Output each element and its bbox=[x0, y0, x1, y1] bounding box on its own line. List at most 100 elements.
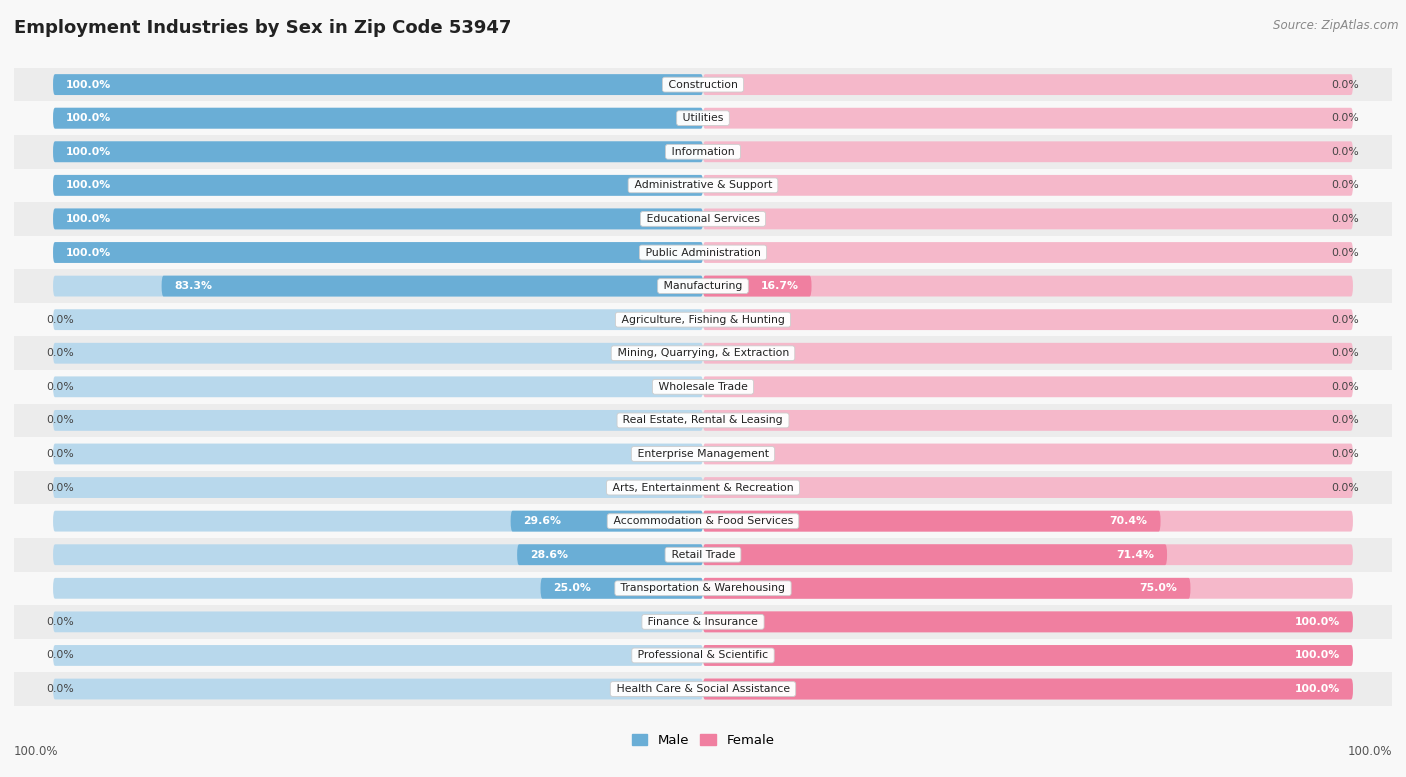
FancyBboxPatch shape bbox=[703, 242, 1353, 263]
Text: 0.0%: 0.0% bbox=[46, 416, 75, 425]
FancyBboxPatch shape bbox=[703, 545, 1353, 565]
FancyBboxPatch shape bbox=[53, 578, 703, 599]
FancyBboxPatch shape bbox=[53, 242, 703, 263]
Text: 0.0%: 0.0% bbox=[46, 348, 75, 358]
Bar bbox=[14, 202, 1392, 235]
Text: 100.0%: 100.0% bbox=[66, 214, 111, 224]
FancyBboxPatch shape bbox=[53, 309, 703, 330]
Bar bbox=[14, 303, 1392, 336]
Text: Employment Industries by Sex in Zip Code 53947: Employment Industries by Sex in Zip Code… bbox=[14, 19, 512, 37]
Bar bbox=[14, 102, 1392, 135]
FancyBboxPatch shape bbox=[53, 141, 703, 162]
Text: Finance & Insurance: Finance & Insurance bbox=[644, 617, 762, 627]
Text: 75.0%: 75.0% bbox=[1140, 584, 1177, 594]
FancyBboxPatch shape bbox=[517, 545, 703, 565]
FancyBboxPatch shape bbox=[703, 343, 1353, 364]
Text: Public Administration: Public Administration bbox=[641, 248, 765, 257]
Text: 0.0%: 0.0% bbox=[1331, 449, 1360, 459]
Text: 0.0%: 0.0% bbox=[1331, 113, 1360, 124]
FancyBboxPatch shape bbox=[703, 444, 1353, 465]
Bar bbox=[14, 169, 1392, 202]
FancyBboxPatch shape bbox=[53, 477, 703, 498]
Text: 70.4%: 70.4% bbox=[1109, 516, 1147, 526]
FancyBboxPatch shape bbox=[703, 611, 1353, 632]
FancyBboxPatch shape bbox=[510, 510, 703, 531]
Text: Administrative & Support: Administrative & Support bbox=[630, 180, 776, 190]
Text: 0.0%: 0.0% bbox=[46, 449, 75, 459]
Text: 100.0%: 100.0% bbox=[1347, 744, 1392, 758]
Bar bbox=[14, 336, 1392, 370]
FancyBboxPatch shape bbox=[53, 276, 703, 297]
FancyBboxPatch shape bbox=[53, 410, 703, 430]
FancyBboxPatch shape bbox=[703, 376, 1353, 397]
FancyBboxPatch shape bbox=[53, 208, 703, 229]
FancyBboxPatch shape bbox=[703, 477, 1353, 498]
FancyBboxPatch shape bbox=[53, 611, 703, 632]
Text: 0.0%: 0.0% bbox=[46, 315, 75, 325]
Text: 100.0%: 100.0% bbox=[66, 180, 111, 190]
Text: 0.0%: 0.0% bbox=[1331, 147, 1360, 157]
Text: 100.0%: 100.0% bbox=[66, 147, 111, 157]
Bar bbox=[14, 672, 1392, 706]
Legend: Male, Female: Male, Female bbox=[626, 729, 780, 753]
Text: Health Care & Social Assistance: Health Care & Social Assistance bbox=[613, 684, 793, 694]
FancyBboxPatch shape bbox=[162, 276, 703, 297]
Bar bbox=[14, 270, 1392, 303]
FancyBboxPatch shape bbox=[703, 611, 1353, 632]
Bar bbox=[14, 639, 1392, 672]
FancyBboxPatch shape bbox=[53, 175, 703, 196]
Text: 100.0%: 100.0% bbox=[66, 248, 111, 257]
Text: 0.0%: 0.0% bbox=[1331, 214, 1360, 224]
FancyBboxPatch shape bbox=[703, 108, 1353, 129]
Text: Enterprise Management: Enterprise Management bbox=[634, 449, 772, 459]
FancyBboxPatch shape bbox=[703, 141, 1353, 162]
FancyBboxPatch shape bbox=[703, 276, 811, 297]
Text: Mining, Quarrying, & Extraction: Mining, Quarrying, & Extraction bbox=[613, 348, 793, 358]
Bar bbox=[14, 437, 1392, 471]
Text: 0.0%: 0.0% bbox=[1331, 416, 1360, 425]
Bar bbox=[14, 370, 1392, 403]
Text: Construction: Construction bbox=[665, 79, 741, 89]
FancyBboxPatch shape bbox=[703, 578, 1191, 599]
Text: 25.0%: 25.0% bbox=[554, 584, 592, 594]
Text: Educational Services: Educational Services bbox=[643, 214, 763, 224]
Bar bbox=[14, 135, 1392, 169]
Text: 16.7%: 16.7% bbox=[761, 281, 799, 291]
Text: 100.0%: 100.0% bbox=[1295, 684, 1340, 694]
Text: 0.0%: 0.0% bbox=[46, 650, 75, 660]
FancyBboxPatch shape bbox=[703, 309, 1353, 330]
FancyBboxPatch shape bbox=[53, 141, 703, 162]
Text: 0.0%: 0.0% bbox=[1331, 180, 1360, 190]
FancyBboxPatch shape bbox=[703, 645, 1353, 666]
FancyBboxPatch shape bbox=[53, 74, 703, 95]
Text: 0.0%: 0.0% bbox=[1331, 483, 1360, 493]
Text: 100.0%: 100.0% bbox=[14, 744, 59, 758]
FancyBboxPatch shape bbox=[703, 578, 1353, 599]
FancyBboxPatch shape bbox=[703, 678, 1353, 699]
Text: Arts, Entertainment & Recreation: Arts, Entertainment & Recreation bbox=[609, 483, 797, 493]
Text: Manufacturing: Manufacturing bbox=[659, 281, 747, 291]
Text: 28.6%: 28.6% bbox=[530, 549, 568, 559]
FancyBboxPatch shape bbox=[53, 545, 703, 565]
Bar bbox=[14, 504, 1392, 538]
FancyBboxPatch shape bbox=[703, 645, 1353, 666]
Text: 0.0%: 0.0% bbox=[46, 684, 75, 694]
FancyBboxPatch shape bbox=[53, 108, 703, 129]
Bar bbox=[14, 68, 1392, 102]
Text: Utilities: Utilities bbox=[679, 113, 727, 124]
Text: 0.0%: 0.0% bbox=[46, 382, 75, 392]
Text: 0.0%: 0.0% bbox=[46, 483, 75, 493]
Bar bbox=[14, 471, 1392, 504]
Text: Information: Information bbox=[668, 147, 738, 157]
Text: Professional & Scientific: Professional & Scientific bbox=[634, 650, 772, 660]
Text: 71.4%: 71.4% bbox=[1116, 549, 1154, 559]
Text: 0.0%: 0.0% bbox=[1331, 79, 1360, 89]
FancyBboxPatch shape bbox=[53, 343, 703, 364]
Bar bbox=[14, 538, 1392, 572]
Bar bbox=[14, 403, 1392, 437]
FancyBboxPatch shape bbox=[703, 208, 1353, 229]
FancyBboxPatch shape bbox=[53, 108, 703, 129]
FancyBboxPatch shape bbox=[53, 678, 703, 699]
Text: 0.0%: 0.0% bbox=[46, 617, 75, 627]
FancyBboxPatch shape bbox=[53, 242, 703, 263]
